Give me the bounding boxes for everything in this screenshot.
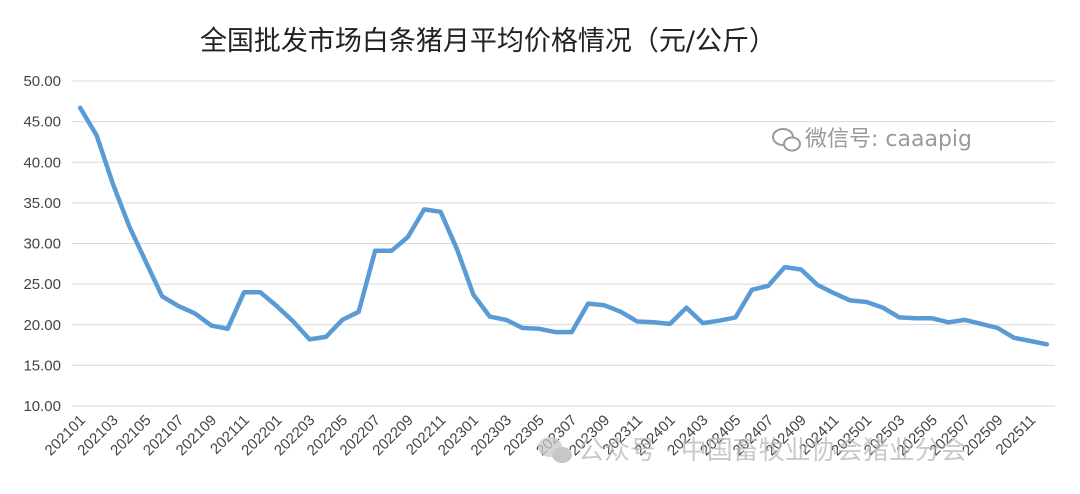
watermark-bottom: 公众号 · 中国畜牧业协会猪业分会 <box>538 436 967 466</box>
chart-title: 全国批发市场白条猪月平均价格情况（元/公斤） <box>200 26 776 57</box>
y-tick-label: 10.00 <box>23 398 61 415</box>
y-tick-label: 15.00 <box>23 357 61 374</box>
y-tick-label: 20.00 <box>23 317 61 334</box>
y-tick-label: 50.00 <box>23 73 61 90</box>
y-tick-label: 40.00 <box>23 154 61 171</box>
y-axis-ticks: 10.00 15.00 20.00 25.00 30.00 35.00 40.00 45.00… <box>23 73 61 415</box>
watermark-bottom-text: 公众号 · 中国畜牧业协会猪业分会 <box>578 436 967 466</box>
wechat-icon <box>538 437 572 463</box>
watermark-top-text: 微信号: caaapig <box>805 127 972 152</box>
y-tick-label: 30.00 <box>23 236 61 253</box>
watermark-top: 微信号: caaapig <box>772 127 972 152</box>
y-tick-label: 45.00 <box>23 114 61 131</box>
y-tick-label: 25.00 <box>23 276 61 293</box>
wechat-icon <box>772 128 801 152</box>
grid-lines <box>72 80 1055 407</box>
y-tick-label: 35.00 <box>23 195 61 212</box>
series-line <box>77 105 1050 347</box>
